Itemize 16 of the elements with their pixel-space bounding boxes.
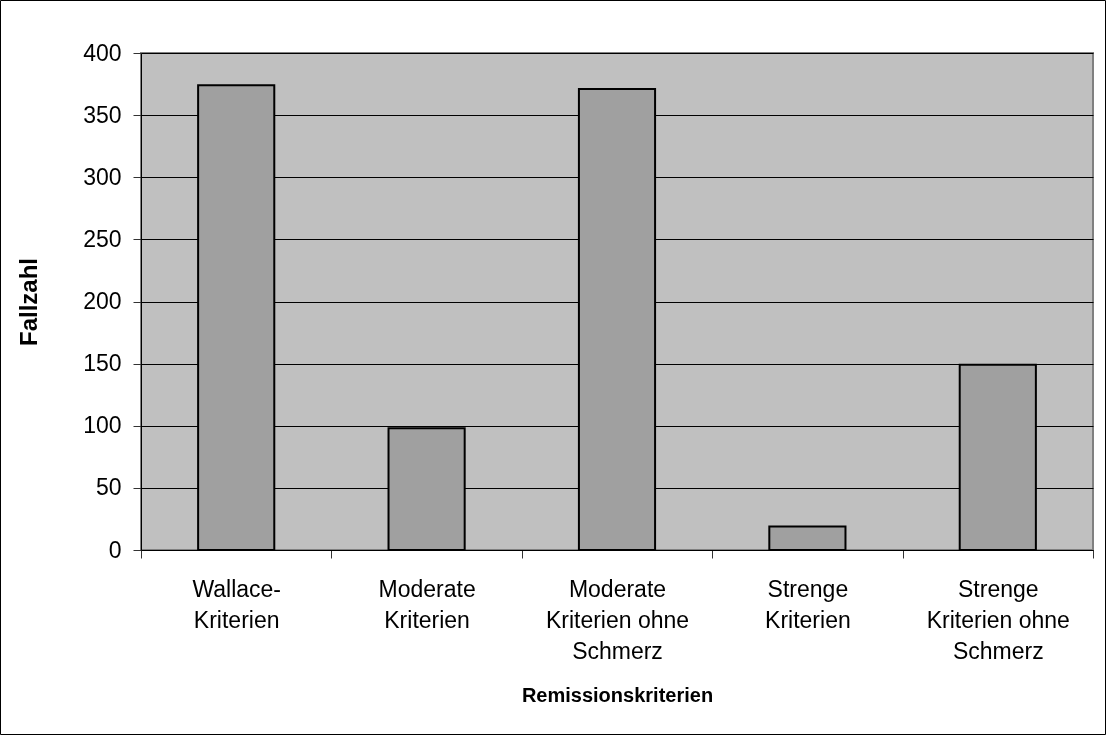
x-tick-label: Moderate Kriterien ohne Schmerz <box>545 575 690 664</box>
y-tick-label: 200 <box>83 288 122 314</box>
y-axis-title: Fallzahl <box>15 257 43 347</box>
y-tick-label: 350 <box>83 101 122 128</box>
y-tick-label: 400 <box>83 39 122 66</box>
x-tick-label: Moderate Kriterien <box>378 575 476 633</box>
x-tick-label: Strenge Kriterien ohne Schmerz <box>926 575 1070 664</box>
y-tick-label: 100 <box>83 412 122 439</box>
y-tick-label: 300 <box>83 163 122 190</box>
y-tick-label: 150 <box>83 350 122 377</box>
x-tick-label: Strenge Kriterien <box>765 575 851 633</box>
y-tick-label: 0 <box>108 536 122 563</box>
x-axis-title: Remissionskriterien <box>521 683 714 706</box>
y-tick-label: 250 <box>83 225 122 252</box>
x-tick-label: Wallace-Kriterien <box>192 575 281 633</box>
y-tick-label: 50 <box>95 474 122 501</box>
